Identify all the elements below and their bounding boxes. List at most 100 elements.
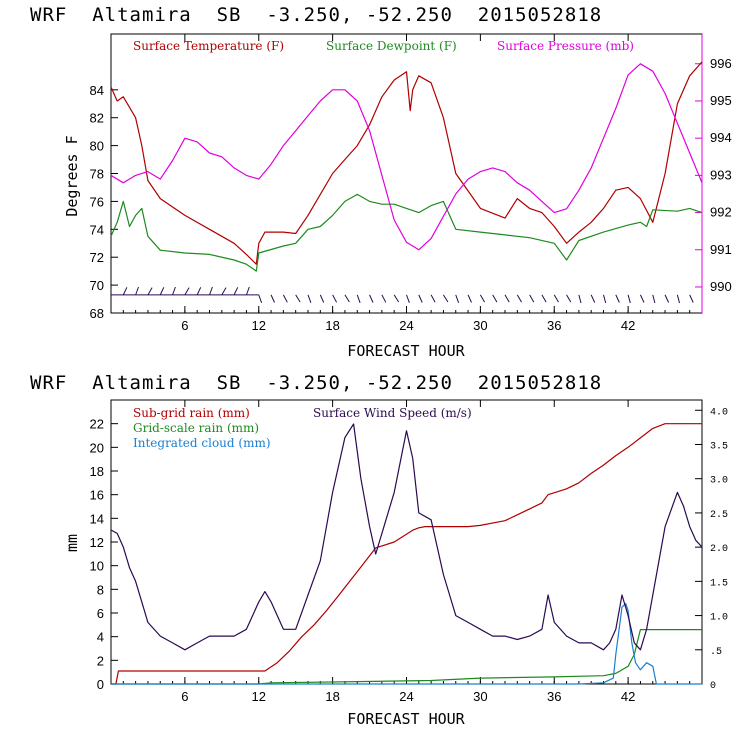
- y-tick-label: 74: [90, 222, 104, 237]
- y2-tick-label: 995: [710, 93, 732, 108]
- wind-barb: [443, 294, 449, 303]
- y2-tick-label: 993: [710, 167, 732, 182]
- wind-barb: [664, 294, 670, 303]
- wind-barb: [282, 294, 288, 303]
- wind-barb: [541, 294, 547, 303]
- y-tick-label: 12: [90, 535, 104, 550]
- y2-tick-label: 2.5: [710, 510, 728, 521]
- y-tick-label: 20: [90, 440, 104, 455]
- y2-tick-label: 0: [710, 681, 716, 692]
- wind-barb: [356, 294, 361, 303]
- y-tick-label: 14: [90, 511, 104, 526]
- wind-barb: [504, 294, 510, 303]
- wind-barb: [393, 294, 400, 303]
- x-tick-label: 30: [473, 689, 487, 704]
- wind-barbs-row: [111, 286, 694, 304]
- legend-surface-pressure: Surface Pressure (mb): [497, 39, 634, 53]
- panel2-legend: Sub-grid rain (mm) Surface Wind Speed (m…: [133, 406, 472, 450]
- wind-barb: [381, 294, 387, 303]
- wind-barb: [529, 294, 535, 303]
- y2-tick-label: 996: [710, 56, 732, 71]
- wind-barb: [639, 294, 645, 303]
- panel1-legend: Surface Temperature (F) Surface Dewpoint…: [133, 39, 634, 53]
- y2-tick-label: 992: [710, 205, 732, 220]
- legend-subgrid-rain: Sub-grid rain (mm): [133, 406, 250, 420]
- legend-surface-dewpoint: Surface Dewpoint (F): [326, 39, 457, 53]
- wind-barb: [184, 287, 190, 296]
- panel1-y-axis-label: Degrees F: [63, 135, 81, 216]
- legend-surface-temperature: Surface Temperature (F): [133, 39, 284, 53]
- surface-dewpoint-line: [110, 193, 703, 272]
- wind-barb: [369, 294, 374, 303]
- surface-wind-speed-line: [110, 423, 703, 651]
- y-tick-label: 80: [90, 139, 104, 154]
- y-tick-label: 4: [97, 630, 104, 645]
- x-tick-label: 36: [547, 318, 561, 333]
- y-tick-label: 8: [97, 582, 104, 597]
- precipitation-panel: WRF Altamira SB -3.250, -52.250 20150528…: [30, 372, 728, 728]
- panel1-header: WRF Altamira SB -3.250, -52.250 20150528…: [30, 4, 602, 26]
- wind-barb: [332, 294, 338, 303]
- wind-barb: [455, 294, 460, 303]
- wind-barb: [603, 294, 607, 304]
- wind-barb: [418, 294, 423, 303]
- wind-barb: [492, 294, 498, 303]
- legend-gridscale-rain: Grid-scale rain (mm): [133, 421, 259, 435]
- x-tick-label: 42: [621, 689, 635, 704]
- x-tick-label: 24: [399, 689, 413, 704]
- y2-tick-label: 2.0: [710, 544, 728, 555]
- wind-barb: [479, 294, 486, 303]
- wind-barb: [245, 286, 250, 296]
- wind-barb: [295, 294, 301, 303]
- y2-tick-label: 990: [710, 279, 732, 294]
- panel2-series: [110, 423, 703, 685]
- wind-barb: [406, 294, 410, 303]
- x-tick-label: 24: [399, 318, 413, 333]
- y2-tick-label: 3.0: [710, 476, 728, 487]
- x-tick-label: 36: [547, 689, 561, 704]
- legend-integrated-cloud: Integrated cloud (mm): [133, 436, 271, 450]
- x-tick-label: 30: [473, 318, 487, 333]
- wind-barb: [258, 294, 263, 303]
- wind-barb: [516, 294, 522, 303]
- wind-barb: [147, 287, 153, 296]
- integrated-cloud-line: [111, 602, 702, 685]
- surface-temperature-line: [110, 61, 703, 265]
- wind-barb: [566, 294, 572, 303]
- panel2-ticks: 6 12 18 24 30 36 4202468101214161820220.51.01.…: [90, 400, 728, 704]
- sub-grid-rain-line: [111, 423, 702, 685]
- wind-barb: [209, 286, 213, 296]
- y-tick-label: 10: [90, 559, 104, 574]
- legend-surface-wind-speed: Surface Wind Speed (m/s): [313, 406, 472, 420]
- x-tick-label: 12: [252, 318, 266, 333]
- x-tick-label: 6: [181, 689, 188, 704]
- y2-tick-label: .5: [710, 647, 722, 658]
- y-tick-label: 78: [90, 167, 104, 182]
- wind-barb: [467, 294, 472, 303]
- y-tick-label: 70: [90, 278, 104, 293]
- y-tick-label: 6: [97, 606, 104, 621]
- panel2-x-axis-label: FORECAST HOUR: [347, 710, 465, 728]
- wind-barb: [553, 294, 559, 303]
- y-tick-label: 68: [90, 306, 104, 321]
- panel1-series: [110, 61, 703, 272]
- wind-barb: [233, 287, 239, 296]
- wind-barb: [135, 286, 139, 296]
- wind-barb: [159, 287, 165, 296]
- panel2-y-axis-label: mm: [63, 534, 81, 552]
- wind-barb: [652, 294, 656, 304]
- x-tick-label: 18: [325, 318, 339, 333]
- y2-tick-label: 1.5: [710, 578, 728, 589]
- y-tick-label: 84: [90, 83, 104, 98]
- wind-barb: [307, 294, 312, 303]
- y-tick-label: 16: [90, 488, 104, 503]
- grid-scale-rain-line: [111, 629, 702, 685]
- wind-barb: [196, 287, 202, 296]
- panel2-header: WRF Altamira SB -3.250, -52.250 20150528…: [30, 372, 602, 394]
- wind-barb: [689, 294, 694, 303]
- y-tick-label: 82: [90, 111, 104, 126]
- y-tick-label: 18: [90, 464, 104, 479]
- wind-barb: [627, 294, 631, 304]
- wind-barb: [615, 294, 620, 303]
